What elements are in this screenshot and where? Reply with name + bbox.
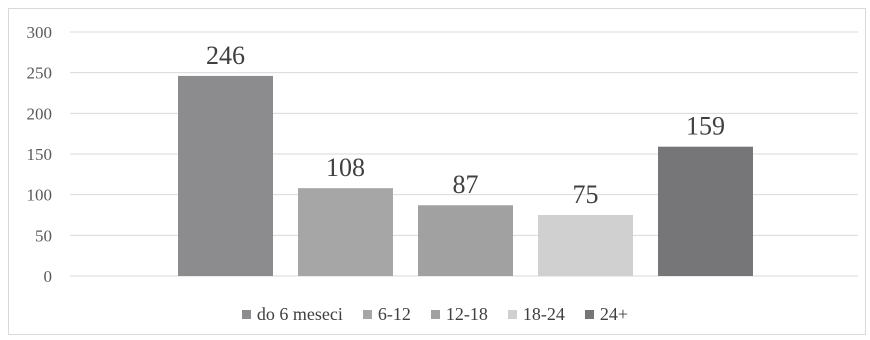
legend-item: 18-24: [507, 304, 565, 325]
bar-12-18: [418, 205, 513, 276]
y-tick-label: 100: [27, 186, 53, 205]
y-tick-label: 200: [27, 104, 53, 123]
legend-swatch: [507, 310, 517, 319]
legend-item: 6-12: [362, 304, 411, 325]
y-axis: 0 50 100 150 200 250 300: [27, 23, 53, 286]
legend-label: 24+: [599, 304, 629, 324]
legend-label: do 6 meseci: [256, 304, 343, 324]
legend-swatch: [241, 310, 251, 319]
legend-swatch: [584, 310, 594, 319]
legend-label: 12-18: [445, 304, 488, 324]
y-tick-label: 50: [35, 226, 52, 245]
bar-6-12: [298, 188, 393, 276]
y-tick-label: 250: [27, 64, 53, 83]
legend-item: 24+: [584, 304, 629, 325]
data-label: 108: [326, 153, 365, 182]
data-labels: 246 108 87 75 159: [206, 41, 725, 209]
data-label: 246: [206, 41, 245, 70]
bars: [178, 75, 753, 276]
legend-label: 18-24: [522, 304, 565, 324]
data-label: 75: [573, 180, 599, 209]
y-tick-label: 300: [27, 23, 53, 42]
legend-swatch: [362, 310, 372, 319]
bar-chart: 0 50 100 150 200 250 300 246 108 87 75 159: [27, 23, 858, 286]
bar-do-6-meseci: [178, 75, 273, 276]
legend-item: do 6 meseci: [241, 304, 343, 325]
legend-swatch: [430, 310, 440, 319]
y-tick-label: 150: [27, 145, 53, 164]
legend: do 6 meseci 6-12 12-18 18-24 24+: [0, 304, 870, 325]
data-label: 159: [686, 112, 725, 141]
bar-18-24: [538, 215, 633, 276]
legend-item: 12-18: [430, 304, 488, 325]
legend-label: 6-12: [377, 304, 411, 324]
y-tick-label: 0: [44, 267, 53, 286]
data-label: 87: [453, 170, 479, 199]
bar-24plus: [658, 146, 753, 276]
